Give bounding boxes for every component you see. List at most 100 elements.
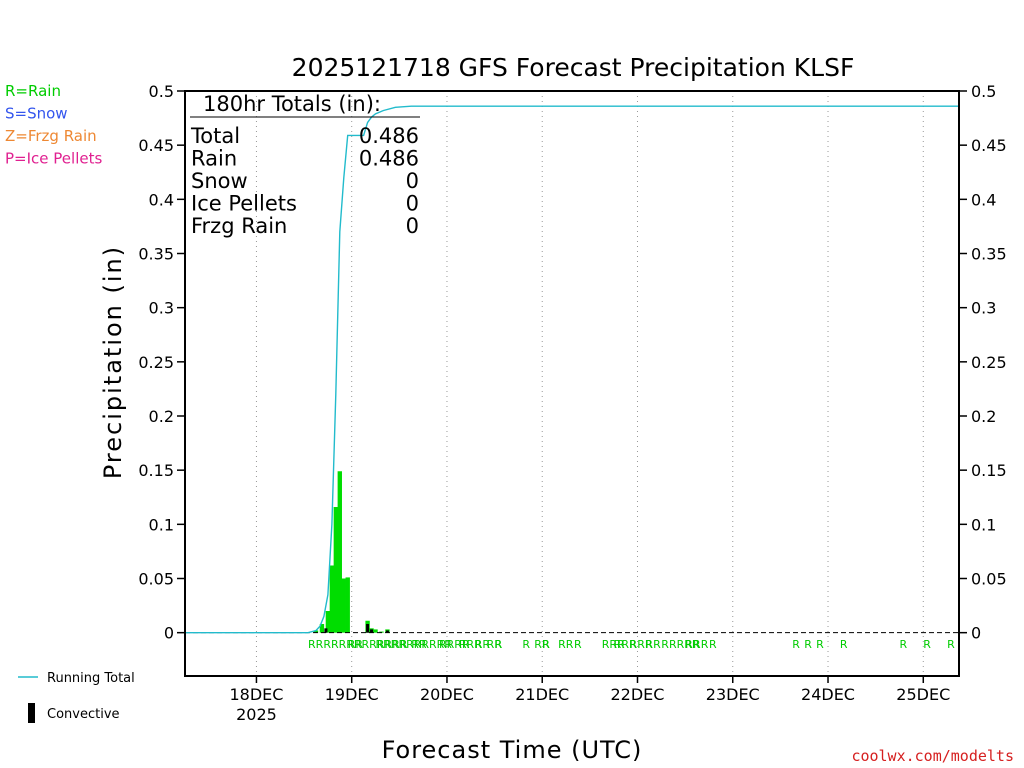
convective-bars-group bbox=[324, 624, 389, 633]
convective-bar-0 bbox=[324, 628, 328, 633]
rain-bar-10 bbox=[373, 629, 378, 633]
x-tick-label-1: 19DEC bbox=[325, 685, 379, 704]
ptype-marker-25: R bbox=[840, 638, 848, 651]
grid-lines bbox=[255, 91, 924, 676]
ptype-marker-5: RRR bbox=[459, 638, 482, 651]
convective-legend-swatch bbox=[28, 703, 35, 723]
totals-row-value-0: 0.486 bbox=[359, 124, 419, 148]
ptype-marker-23: R bbox=[804, 638, 812, 651]
totals-rows: Total 0.486 Rain 0.486 Snow 0 Ice Pellets 0 Frzg… bbox=[190, 124, 419, 238]
ptype-marker-11: R bbox=[542, 638, 550, 651]
y-tick-label-right-4: 0.2 bbox=[971, 407, 996, 426]
y-tick-label-right-8: 0.4 bbox=[971, 190, 996, 209]
series-legend: Running Total Convective bbox=[18, 671, 135, 723]
rain-bar-6 bbox=[341, 578, 346, 633]
totals-row-value-2: 0 bbox=[406, 169, 419, 193]
rain-bar-1 bbox=[319, 624, 325, 633]
y-tick-label-left-8: 0.4 bbox=[149, 190, 174, 209]
ptype-marker-12: RR bbox=[558, 638, 574, 651]
totals-row-label-2: Snow bbox=[191, 169, 248, 193]
y-tick-label-left-4: 0.2 bbox=[149, 407, 174, 426]
totals-row-label-4: Frzg Rain bbox=[191, 214, 287, 238]
ptype-marker-3: RR bbox=[411, 638, 427, 651]
totals-row-label-3: Ice Pellets bbox=[191, 192, 297, 216]
x-tick-label-3: 21DEC bbox=[515, 685, 569, 704]
credit-text: coolwx.com/modelts bbox=[851, 747, 1014, 765]
y-tick-label-left-3: 0.15 bbox=[138, 461, 174, 480]
x-tick-year-label: 2025 bbox=[236, 705, 277, 724]
running-total-legend-label: Running Total bbox=[47, 671, 135, 686]
totals-heading: 180hr Totals (in): bbox=[203, 92, 381, 116]
y-tick-label-right-9: 0.45 bbox=[971, 136, 1007, 155]
rain-bar-5 bbox=[337, 471, 342, 633]
ptype-legend: R=Rain S=Snow Z=Frzg Rain P=Ice Pellets bbox=[5, 82, 102, 168]
y-tick-label-right-7: 0.35 bbox=[971, 245, 1007, 264]
x-tick-label-5: 23DEC bbox=[706, 685, 760, 704]
y-tick-label-left-10: 0.5 bbox=[149, 82, 174, 101]
ptype-marker-18: RRRRR bbox=[661, 638, 700, 651]
ptype-marker-8: R bbox=[495, 638, 503, 651]
x-axis-label: Forecast Time (UTC) bbox=[382, 736, 643, 764]
rain-bar-4 bbox=[333, 507, 339, 633]
convective-bar-2 bbox=[370, 629, 374, 633]
ptype-marker-19: R bbox=[685, 638, 693, 651]
ptype-legend-item-3: P=Ice Pellets bbox=[5, 150, 102, 168]
convective-bar-1 bbox=[366, 624, 370, 633]
totals-row-value-4: 0 bbox=[406, 214, 419, 238]
y-axis-label: Precipitation (in) bbox=[99, 245, 127, 479]
ptype-marker-10: RR bbox=[534, 638, 550, 651]
x-tick-label-7: 25DEC bbox=[896, 685, 950, 704]
totals-row-label-0: Total bbox=[190, 124, 240, 148]
convective-legend-label: Convective bbox=[47, 707, 120, 722]
ptype-marker-13: R bbox=[574, 638, 582, 651]
y-tick-label-right-3: 0.15 bbox=[971, 461, 1007, 480]
ptype-marker-27: R bbox=[923, 638, 931, 651]
ptype-marker-14: RRR bbox=[602, 638, 625, 651]
running-total-line bbox=[185, 105, 959, 634]
y-tick-label-left-1: 0.05 bbox=[138, 570, 174, 589]
ptype-marker-26: R bbox=[899, 638, 907, 651]
y-tick-label-right-1: 0.05 bbox=[971, 570, 1007, 589]
y-tick-label-left-5: 0.25 bbox=[138, 353, 174, 372]
ptype-marker-7: RR bbox=[487, 638, 503, 651]
x-tick-label-4: 22DEC bbox=[611, 685, 665, 704]
ptype-marker-6: RR bbox=[475, 638, 491, 651]
ptype-marker-16: RRR bbox=[630, 638, 653, 651]
totals-box: 180hr Totals (in): Total 0.486 Rain 0.486 Sn… bbox=[190, 92, 420, 238]
rain-bar-7 bbox=[345, 577, 350, 633]
convective-bar-3 bbox=[385, 630, 389, 633]
y-tick-label-left-7: 0.35 bbox=[138, 245, 174, 264]
ptype-marker-22: R bbox=[792, 638, 800, 651]
ptype-marker-2: RRRRRRRRRR bbox=[376, 638, 453, 651]
rain-bar-2 bbox=[325, 611, 331, 633]
ptype-legend-item-1: S=Snow bbox=[5, 105, 68, 123]
totals-row-value-3: 0 bbox=[406, 192, 419, 216]
y-tick-label-right-2: 0.1 bbox=[971, 515, 996, 534]
x-tick-label-0: 18DEC bbox=[229, 685, 283, 704]
y-tick-label-right-10: 0.5 bbox=[971, 82, 996, 101]
ptype-marker-17: RR bbox=[645, 638, 661, 651]
rain-bar-3 bbox=[329, 565, 335, 633]
y-tick-label-right-0: 0 bbox=[971, 624, 981, 643]
chart-title: 2025121718 GFS Forecast Precipitation KL… bbox=[292, 53, 855, 82]
ptype-marker-28: R bbox=[947, 638, 955, 651]
ptype-marker-15: RRR bbox=[614, 638, 637, 651]
y-tick-label-left-9: 0.45 bbox=[138, 136, 174, 155]
ptype-legend-item-0: R=Rain bbox=[5, 82, 61, 100]
totals-row-label-1: Rain bbox=[191, 147, 237, 171]
totals-row-value-1: 0.486 bbox=[359, 147, 419, 171]
y-tick-label-left-6: 0.3 bbox=[149, 299, 174, 318]
x-tick-label-2: 20DEC bbox=[420, 685, 474, 704]
y-tick-label-right-5: 0.25 bbox=[971, 353, 1007, 372]
y-axis-left: 0 0.05 0.1 0.15 0.2 0.25 0.3 0.35 0.4 0.45 0.5 bbox=[138, 82, 185, 643]
y-axis-right: 0 0.05 0.1 0.15 0.2 0.25 0.3 0.35 0.4 0.45 0.5 bbox=[959, 82, 1007, 643]
y-tick-label-left-2: 0.1 bbox=[149, 515, 174, 534]
ptype-marker-21: R bbox=[709, 638, 717, 651]
ptype-marker-0: RRRRRRRRRRRRR bbox=[308, 638, 408, 651]
plot-frame bbox=[184, 90, 960, 677]
ptype-marker-20: RR bbox=[693, 638, 709, 651]
ptype-marker-24: R bbox=[816, 638, 824, 651]
